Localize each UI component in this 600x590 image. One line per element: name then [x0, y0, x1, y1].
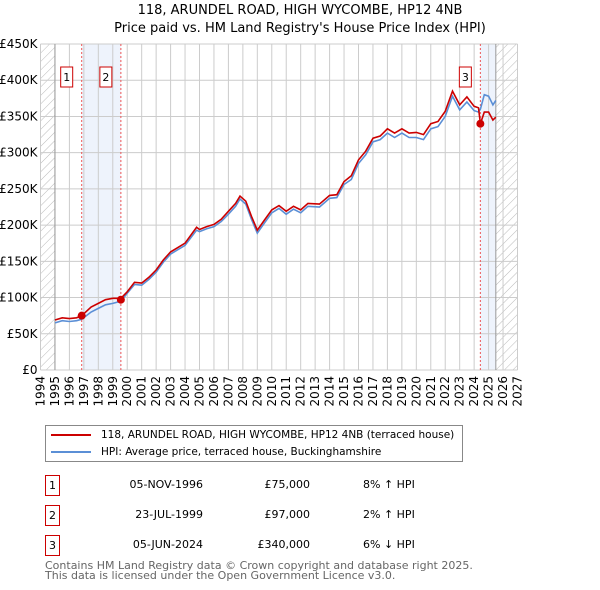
- x-tick-label: 1995: [48, 376, 62, 407]
- sale-row: 2 23-JUL-1999 £97,000 2% ↑ HPI: [45, 505, 465, 527]
- y-tick-label: £100K: [0, 291, 39, 305]
- hatch-before-data: [40, 44, 55, 370]
- y-tick-label: £300K: [0, 146, 39, 160]
- sale-price: £75,000: [264, 478, 311, 491]
- y-tick-label: £200K: [0, 218, 39, 232]
- legend-label: 118, ARUNDEL ROAD, HIGH WYCOMBE, HP12 4N…: [101, 429, 455, 441]
- sale-label-box: [60, 66, 74, 88]
- chart-title: 118, ARUNDEL ROAD, HIGH WYCOMBE, HP12 4N…: [137, 3, 463, 18]
- y-tick-label: £0: [22, 363, 37, 377]
- x-tick-label: 2016: [352, 376, 366, 407]
- x-tick-label: 1998: [91, 376, 105, 407]
- highlight-band: [81, 44, 121, 370]
- x-tick-label: 2004: [178, 376, 192, 407]
- x-tick-label: 2023: [453, 376, 467, 407]
- legend-swatch-red: [51, 434, 91, 436]
- sale-number: 2: [45, 505, 60, 526]
- x-tick-label: 2020: [409, 376, 423, 407]
- x-tick-label: 2009: [250, 376, 264, 407]
- sale-point: [476, 119, 485, 128]
- sale-hpi-diff: 6% ↓ HPI: [363, 538, 415, 551]
- x-tick-label: 2018: [380, 376, 394, 407]
- x-tick-label: 2015: [337, 376, 351, 407]
- x-tick-label: 2003: [164, 376, 178, 407]
- sale-date: 05-NOV-1996: [129, 478, 203, 491]
- y-tick-label: £250K: [0, 182, 39, 196]
- x-tick-label: 2000: [120, 376, 134, 407]
- x-tick-label: 2011: [279, 376, 293, 407]
- x-tick-label: 2021: [424, 376, 438, 407]
- x-tick-label: 1997: [77, 376, 91, 407]
- x-tick-label: 1996: [62, 376, 76, 407]
- x-tick-label: 2017: [366, 376, 380, 407]
- sale-date: 05-JUN-2024: [132, 538, 203, 551]
- x-tick-label: 2001: [135, 376, 149, 407]
- sale-label: 2: [102, 71, 109, 84]
- highlight-band: [480, 44, 496, 370]
- sale-label-box: [458, 66, 472, 88]
- sale-hpi-diff: 2% ↑ HPI: [363, 508, 415, 521]
- x-tick-label: 2024: [467, 376, 481, 407]
- x-tick-label: 2026: [496, 376, 510, 407]
- legend-swatch-blue: [51, 451, 91, 453]
- sale-label-box: [99, 66, 113, 88]
- footer-licence: This data is licensed under the Open Gov…: [45, 569, 396, 582]
- x-tick-label: 2025: [482, 376, 496, 407]
- x-tick-label: 2012: [294, 376, 308, 407]
- sale-label: 3: [462, 71, 469, 84]
- y-tick-label: £450K: [0, 37, 39, 51]
- sale-date: 23-JUL-1999: [135, 508, 203, 521]
- x-tick-label: 1999: [106, 376, 120, 407]
- x-tick-label: 2005: [193, 376, 207, 407]
- legend-item-hpi: HPI: Average price, terraced house, Buck…: [51, 444, 381, 460]
- x-tick-label: 2007: [221, 376, 235, 407]
- sale-label: 1: [63, 71, 70, 84]
- y-tick-label: £400K: [0, 73, 39, 87]
- sale-number: 3: [45, 535, 60, 556]
- x-tick-label: 2027: [511, 376, 525, 407]
- chart-subtitle: Price paid vs. HM Land Registry's House …: [114, 21, 486, 36]
- sale-number: 1: [45, 475, 60, 496]
- legend-item-property: 118, ARUNDEL ROAD, HIGH WYCOMBE, HP12 4N…: [51, 427, 454, 443]
- hatch-after-data: [495, 44, 518, 370]
- sale-row: 1 05-NOV-1996 £75,000 8% ↑ HPI: [45, 475, 465, 497]
- sale-point: [77, 311, 86, 320]
- footer-copyright: Contains HM Land Registry data © Crown c…: [45, 559, 473, 572]
- price-chart: 1994 1995 1996 1997 1998 1999 2000 2001 2002 2003…: [0, 37, 525, 407]
- x-tick-label: 2022: [438, 376, 452, 407]
- y-tick-label: £350K: [0, 109, 39, 123]
- x-tick-label: 2002: [149, 376, 163, 407]
- hpi-line: [54, 93, 497, 324]
- sale-point: [116, 295, 125, 304]
- y-tick-label: £150K: [0, 254, 39, 268]
- x-tick-label: 1994: [34, 376, 48, 407]
- x-tick-label: 2013: [308, 376, 322, 407]
- property-price-line: [54, 89, 497, 321]
- sale-row: 3 05-JUN-2024 £340,000 6% ↓ HPI: [45, 535, 465, 557]
- sale-price: £340,000: [257, 538, 311, 551]
- x-tick-label: 2010: [265, 376, 279, 407]
- x-tick-label: 2006: [207, 376, 221, 407]
- x-tick-label: 2008: [236, 376, 250, 407]
- legend: 118, ARUNDEL ROAD, HIGH WYCOMBE, HP12 4N…: [45, 425, 463, 462]
- sale-hpi-diff: 8% ↑ HPI: [363, 478, 415, 491]
- legend-label: HPI: Average price, terraced house, Buck…: [101, 446, 382, 458]
- x-tick-label: 2019: [395, 376, 409, 407]
- y-tick-label: £50K: [7, 327, 39, 341]
- x-tick-label: 2014: [323, 376, 337, 407]
- sale-price: £97,000: [264, 508, 311, 521]
